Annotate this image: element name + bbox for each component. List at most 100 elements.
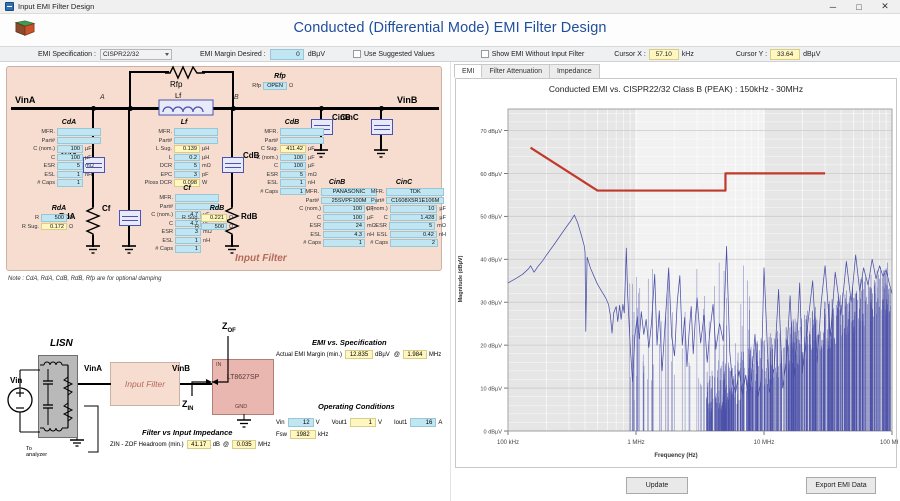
param-row-value[interactable]: 5 xyxy=(174,162,200,170)
rda-resistor-symbol[interactable] xyxy=(85,205,101,237)
book-stack-icon[interactable] xyxy=(14,19,36,39)
emi-spec-select[interactable]: CISPR22/32 xyxy=(99,48,172,60)
param-row: C 1.428 µF xyxy=(362,213,446,222)
param-row-value[interactable]: PANASONIC xyxy=(321,188,377,196)
lf-inductor-symbol[interactable] xyxy=(157,99,215,117)
param-row-value[interactable] xyxy=(174,136,218,145)
param-row-value[interactable]: 500 xyxy=(41,214,67,222)
param-row: ESR 24 mΩ xyxy=(295,222,379,230)
actual-margin-value[interactable]: 12.835 xyxy=(345,350,374,359)
param-row-value[interactable]: 411.42 xyxy=(280,145,306,153)
param-row-value[interactable]: 3 xyxy=(174,170,200,179)
cursor-y-value[interactable]: 33.64 xyxy=(770,48,801,60)
rfp-resistor-symbol[interactable] xyxy=(165,64,205,80)
param-row-value[interactable]: 1.428 xyxy=(389,213,438,222)
emi-margin-input[interactable]: 0 xyxy=(269,48,304,60)
param-row-value[interactable]: 1 xyxy=(57,170,83,179)
headroom-freq-value[interactable]: 0.035 xyxy=(232,440,257,449)
to-analyzer-label: To analyzer xyxy=(26,446,48,458)
param-row-value[interactable]: 3 xyxy=(175,228,201,236)
param-row-value[interactable]: 1 xyxy=(280,179,306,187)
param-row-value[interactable]: 24 xyxy=(323,222,365,230)
param-row-value[interactable]: 100 xyxy=(323,213,365,222)
param-row-value[interactable]: 5 xyxy=(280,170,306,179)
param-row-value[interactable]: 5 xyxy=(388,222,436,230)
param-row: MFR. PANASONIC xyxy=(295,188,379,196)
node-b-label: B xyxy=(234,94,239,101)
param-row-value[interactable]: 25SVPF100M xyxy=(321,196,377,205)
param-row-value[interactable]: 10 xyxy=(389,205,438,213)
param-row: C 100 µF xyxy=(295,213,379,222)
param-row-value[interactable]: 1 xyxy=(57,179,83,187)
param-row-value[interactable]: 0.221 xyxy=(201,214,227,222)
vinb-connect-wire xyxy=(180,383,214,385)
param-row-name: R xyxy=(194,223,199,230)
param-row-value[interactable]: 1 xyxy=(175,245,201,253)
param-row: # Caps 1 xyxy=(29,179,109,187)
param-row-value[interactable] xyxy=(280,136,324,145)
cinc-capacitor-symbol[interactable] xyxy=(371,119,393,135)
param-row-value[interactable] xyxy=(57,136,101,145)
param-row-value[interactable]: 0.42 xyxy=(389,230,437,239)
param-row-value[interactable]: 5 xyxy=(57,162,83,170)
show-without-filter-checkbox[interactable] xyxy=(480,50,489,58)
cursor-x-value[interactable]: 57.10 xyxy=(648,48,679,60)
param-row-value[interactable]: 0.139 xyxy=(174,145,200,153)
param-row-value[interactable]: 100 xyxy=(57,153,83,162)
ic-block[interactable]: IN LT8627SP GND xyxy=(212,359,274,415)
param-row-value[interactable] xyxy=(174,128,218,136)
param-row-value[interactable]: C1608X5R1E106M xyxy=(386,196,444,205)
param-row-value[interactable]: TDK xyxy=(386,188,444,196)
param-row-value[interactable]: 1 xyxy=(175,236,201,245)
export-emi-data-button[interactable]: Export EMI Data xyxy=(806,477,876,494)
param-row-value[interactable] xyxy=(175,202,219,211)
param-row-name: # Caps xyxy=(37,180,55,186)
param-row-unit: µF xyxy=(85,146,92,152)
param-row-value[interactable]: 100 xyxy=(280,153,306,162)
vout1-value[interactable]: 1 xyxy=(349,418,376,427)
param-row-value[interactable]: 500 xyxy=(201,222,227,231)
param-row-value[interactable]: 1 xyxy=(280,187,306,196)
tab-filter-attenuation[interactable]: Filter Attenuation xyxy=(481,64,550,78)
cf-capacitor-symbol[interactable] xyxy=(119,210,141,226)
param-row-value[interactable]: 1 xyxy=(323,239,365,247)
tab-impedance[interactable]: Impedance xyxy=(548,64,600,78)
param-row-value[interactable]: 0.2 xyxy=(174,153,200,162)
input-filter-block[interactable]: Input Filter xyxy=(110,362,180,406)
at-freq-value[interactable]: 1.984 xyxy=(402,350,427,359)
rfp-row-value[interactable]: OPEN xyxy=(263,82,287,90)
update-button[interactable]: Update xyxy=(626,477,688,494)
cdb-capacitor-symbol[interactable] xyxy=(222,157,244,173)
vin-value[interactable]: 12 xyxy=(287,418,314,427)
param-row-value[interactable] xyxy=(57,128,101,136)
param-row-value[interactable]: 100 xyxy=(280,162,306,170)
headroom-value[interactable]: 41.17 xyxy=(186,440,211,449)
param-row-value[interactable]: 4.3 xyxy=(323,230,365,239)
param-row-value[interactable]: 2 xyxy=(390,239,438,247)
param-row-value[interactable]: 4.7 xyxy=(175,219,201,228)
param-row-name: C Sug. xyxy=(260,146,278,152)
param-row-value[interactable] xyxy=(175,194,219,202)
iout1-value[interactable]: 16 xyxy=(410,418,437,427)
rda-top-wire xyxy=(92,201,94,207)
param-row-value[interactable]: 100 xyxy=(57,145,83,153)
cdb-parameter-table: CdB MFR. Part# C Sug. 411.42 µF C (nom.) 100 µF… xyxy=(250,119,334,196)
param-row-value[interactable] xyxy=(280,128,324,136)
maximize-button[interactable]: □ xyxy=(856,1,862,12)
emi-plot[interactable]: 0 dBµV 10 dBµV 20 dBµV 30 dBµV 40 dBµV 50 dBµ… xyxy=(456,79,898,469)
cf-top-wire xyxy=(128,107,130,212)
use-suggested-checkbox[interactable] xyxy=(352,50,361,58)
param-row-name: C xyxy=(50,154,55,161)
minimize-button[interactable]: ─ xyxy=(829,1,837,12)
param-row-name: # Caps xyxy=(303,240,321,246)
param-row: R Sug. 0.172 Ω xyxy=(19,222,99,231)
param-row-name: # Caps xyxy=(155,246,173,252)
param-row-value[interactable]: 0.172 xyxy=(41,222,67,231)
close-button[interactable]: ✕ xyxy=(881,1,889,11)
param-row-value[interactable]: 4.7 xyxy=(175,211,201,219)
param-row-value[interactable]: 0.098 xyxy=(174,179,200,187)
tab-emi[interactable]: EMI xyxy=(454,64,483,78)
param-row-value[interactable]: 100 xyxy=(323,205,365,213)
cda-capacitor-symbol[interactable] xyxy=(83,157,105,173)
fsw-value[interactable]: 1982 xyxy=(290,430,316,439)
